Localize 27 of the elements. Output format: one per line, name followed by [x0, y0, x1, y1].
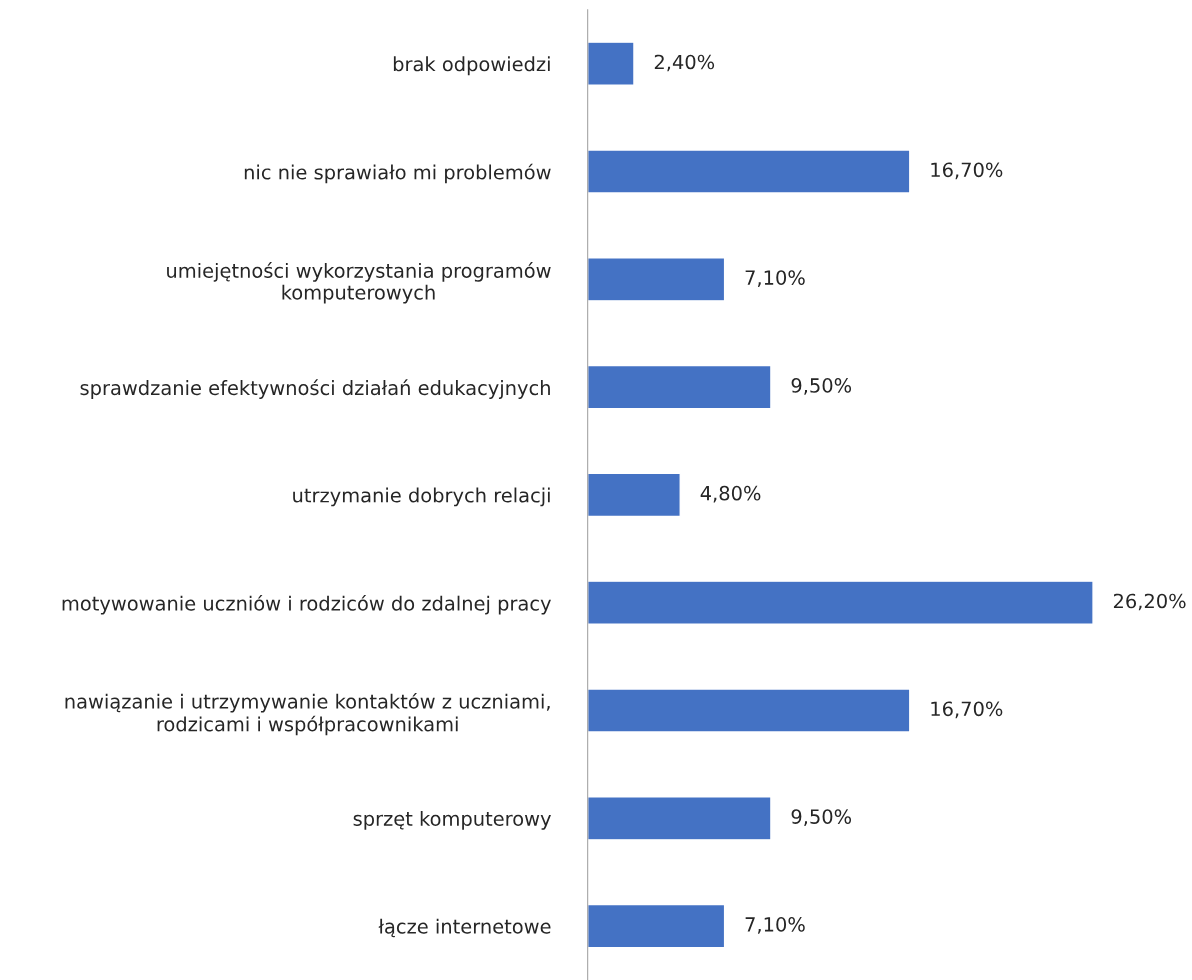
bar — [587, 364, 772, 410]
bar — [587, 580, 1094, 625]
bar — [587, 472, 681, 518]
bar — [587, 903, 726, 949]
data-label: 9,50% — [791, 378, 852, 395]
y-tick-label: sprzęt komputerowy — [353, 810, 551, 830]
y-tick-label: brak odpowiedzi — [393, 56, 550, 76]
data-label: 7,10% — [745, 270, 805, 287]
y-tick-label: łącze internetowe — [378, 918, 551, 938]
y-tick-label: nawiązanie i utrzymywanie kontaktów z uczniami, rodzicami i współpracownikami — [65, 692, 550, 736]
bar — [587, 796, 772, 841]
bar — [587, 41, 635, 86]
data-label: 16,70% — [931, 162, 1003, 180]
data-label: 26,20% — [1113, 593, 1186, 611]
data-label: 9,50% — [791, 809, 852, 826]
data-label: 7,10% — [745, 917, 805, 934]
y-tick-label: motywowanie uczniów i rodziców do zdalnej pracy — [62, 594, 551, 615]
y-tick-label: umiejętności wykorzystania programów komputerowych — [167, 262, 551, 304]
data-label: 4,80% — [700, 485, 761, 503]
data-label: 16,70% — [931, 701, 1003, 719]
bar — [587, 257, 726, 302]
bar — [587, 149, 911, 194]
y-tick-label: sprawdzanie efektywności działań edukacyjnych — [80, 379, 550, 399]
data-label: 2,40% — [654, 54, 715, 72]
y-tick-label: nic nie sprawiało mi problemów — [244, 163, 551, 184]
bar — [587, 688, 911, 733]
y-tick-label: utrzymanie dobrych relacji — [293, 487, 550, 507]
